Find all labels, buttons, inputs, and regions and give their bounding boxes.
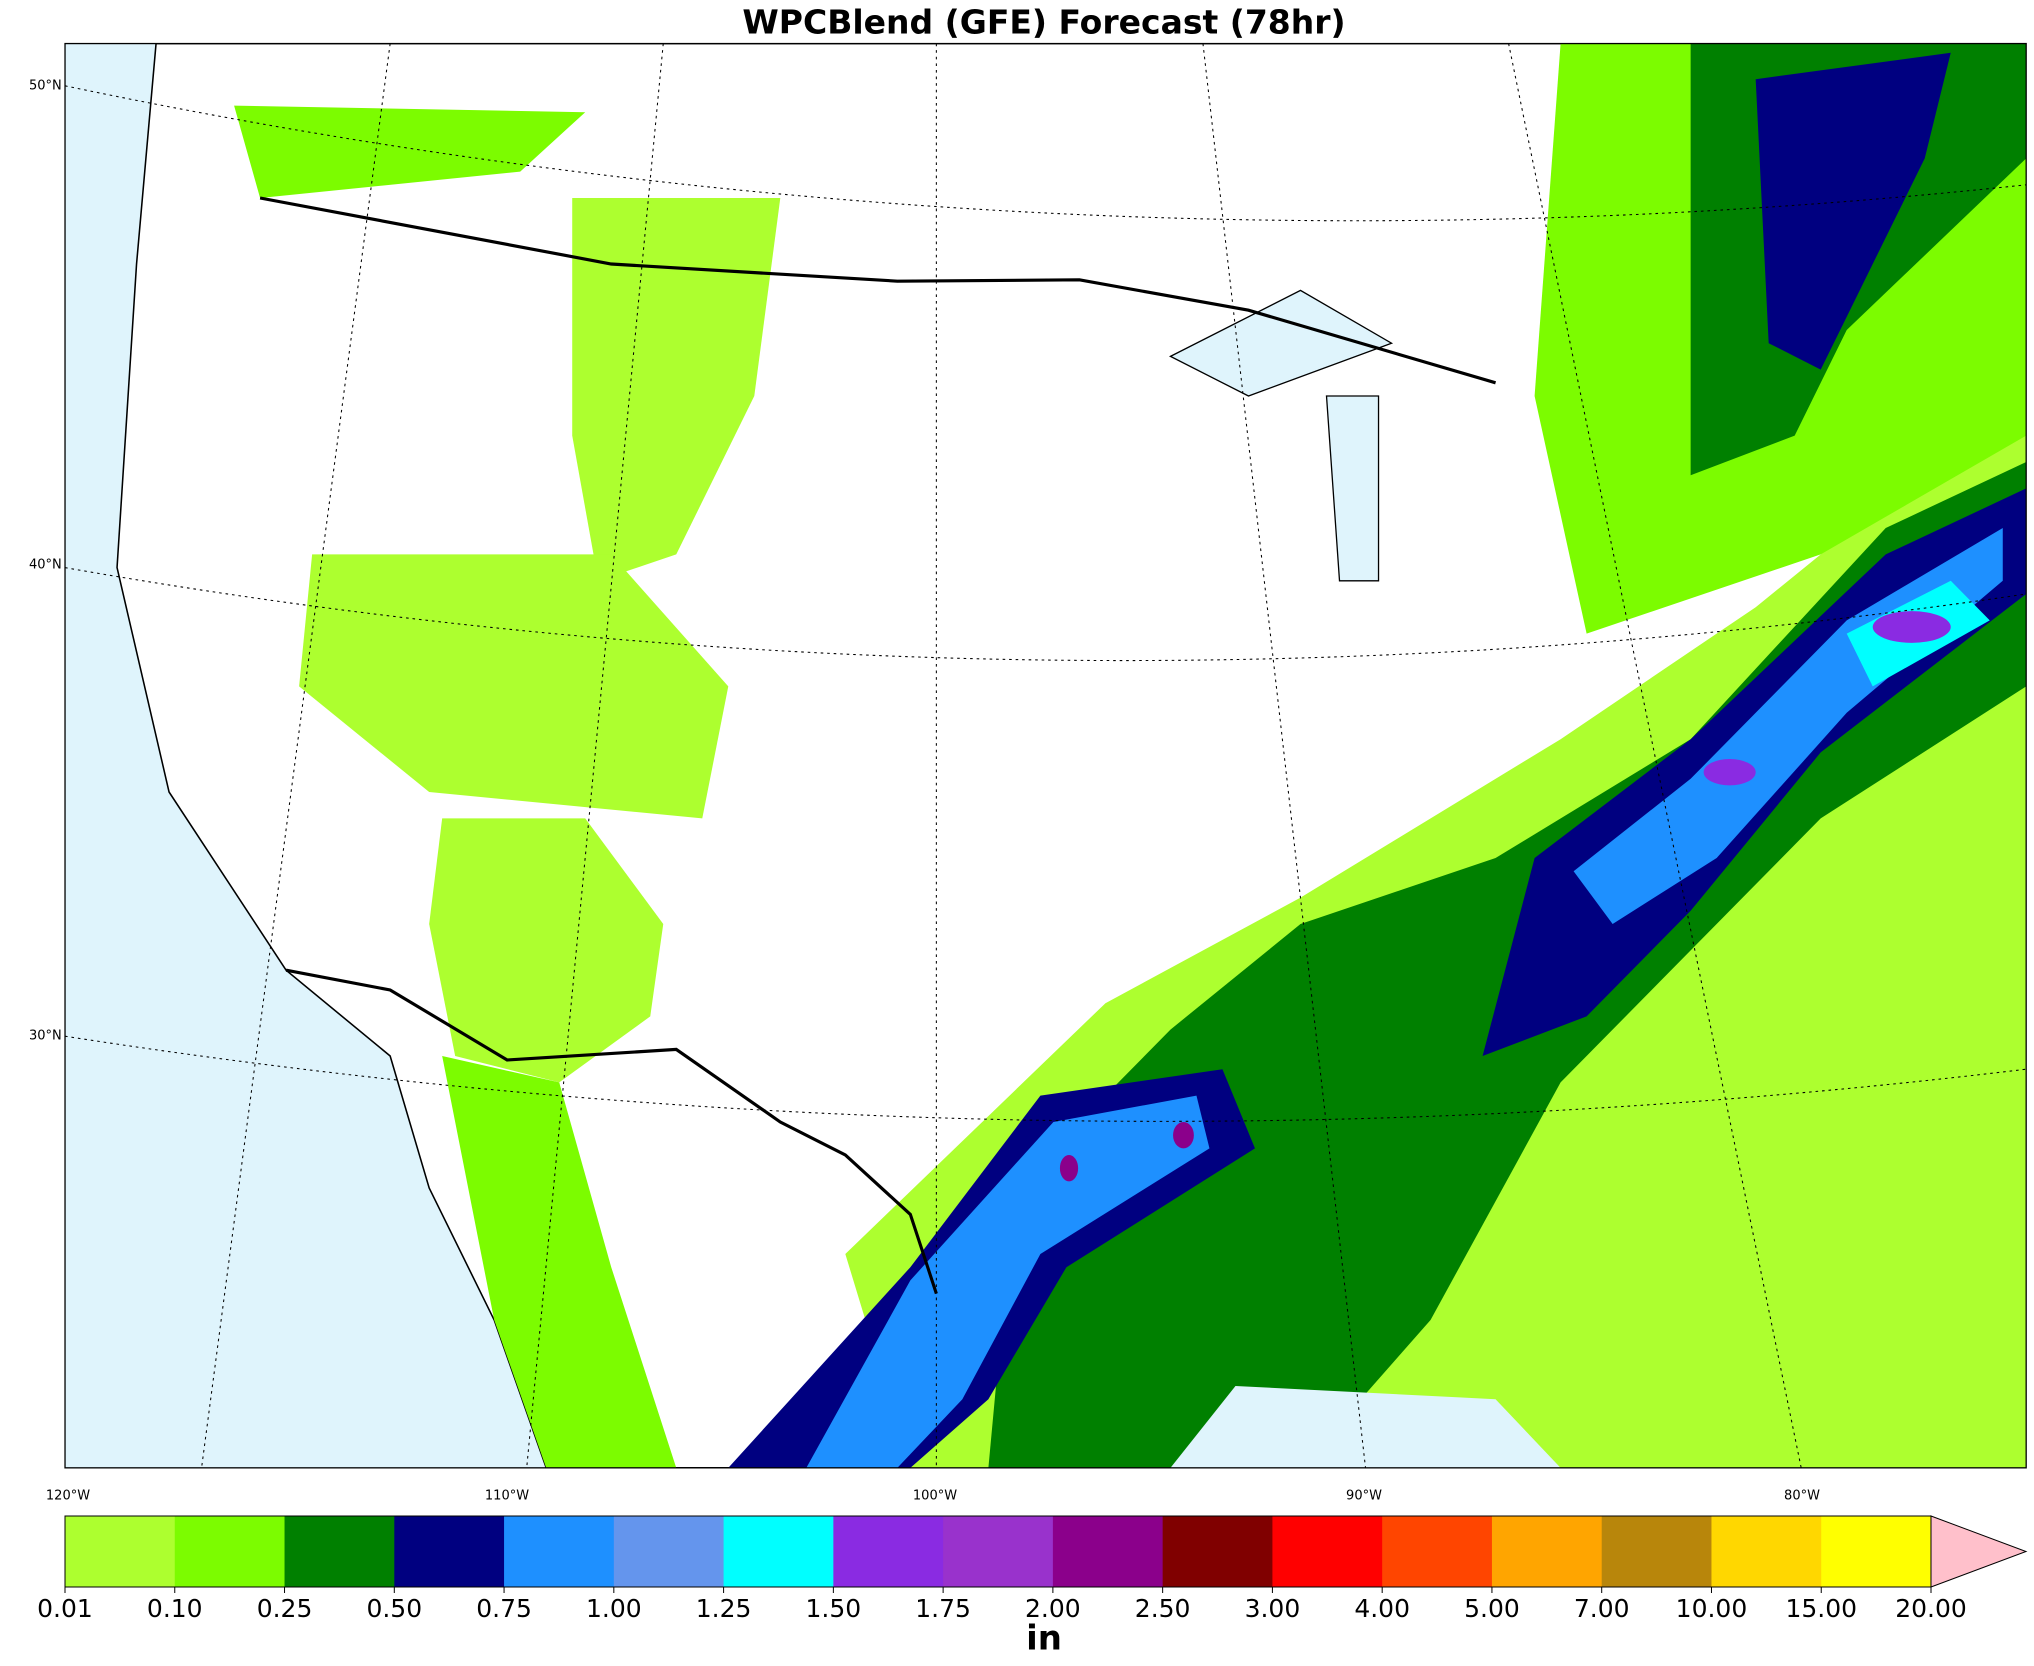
- border: [259, 196, 1497, 1295]
- colorbar-tick-label: 0.25: [257, 1594, 313, 1623]
- colorbar-tick-label: 0.75: [476, 1594, 532, 1623]
- colorbar-tick-label: 1.00: [586, 1594, 642, 1623]
- colorbar-segment: [394, 1516, 505, 1587]
- map-frame: [64, 42, 2027, 1469]
- precip-area: [1059, 1155, 1079, 1182]
- precip-area: [299, 554, 729, 819]
- precip-area: [572, 198, 781, 581]
- colorbar-tick-label: 15.00: [1785, 1594, 1857, 1623]
- water: [1170, 1386, 1561, 1468]
- colorbar-tick-label: 1.25: [696, 1594, 752, 1623]
- colorbar-segment: [174, 1516, 286, 1587]
- colorbar-tick-label: 5.00: [1464, 1594, 1520, 1623]
- colorbar-frame: [64, 1515, 1932, 1588]
- colorbar-tick-label: 1.50: [806, 1594, 862, 1623]
- colorbar-segment: [1272, 1516, 1383, 1587]
- colorbar-segment: [1162, 1516, 1273, 1587]
- lat-label: 30°N: [29, 1029, 62, 1044]
- colorbar-extension: [1930, 1515, 2028, 1588]
- colorbar-tick-label: 1.75: [915, 1594, 971, 1623]
- map: [64, 42, 2027, 1469]
- colorbar: 0.01 0.10 0.25 0.50 0.75 1.00 1.25 1.50 1.75 2.00…: [37, 1515, 2028, 1623]
- precip-area: [429, 818, 664, 1083]
- colorbar-segment: [943, 1516, 1054, 1587]
- lon-label: 100°W: [913, 1489, 957, 1504]
- colorbar-tick-label: 20.00: [1895, 1594, 1967, 1623]
- lon-label: 110°W: [485, 1489, 529, 1504]
- precip-area: [1755, 52, 1951, 370]
- lon-label: 80°W: [1784, 1489, 1820, 1504]
- colorbar-segment: [284, 1516, 395, 1587]
- colorbar-segment: [504, 1516, 615, 1587]
- colorbar-unit: in: [1026, 1619, 1062, 1659]
- precip-area: [1703, 759, 1756, 786]
- colorbar-segment: [1821, 1516, 1932, 1587]
- colorbar-tick-label: 2.00: [1025, 1594, 1081, 1623]
- colorbar-segment: [833, 1516, 944, 1587]
- colorbar-segment: [1052, 1516, 1164, 1587]
- colorbar-tick-label: 0.50: [366, 1594, 422, 1623]
- colorbar-segment: [1382, 1516, 1493, 1587]
- colorbar-tick-label: 2.50: [1135, 1594, 1191, 1623]
- lon-label: 90°W: [1346, 1489, 1382, 1504]
- precip-area: [442, 1056, 677, 1468]
- colorbar-tick-label: 3.00: [1245, 1594, 1301, 1623]
- colorbar-segment: [1711, 1516, 1822, 1587]
- colorbar-tick-label: 10.00: [1676, 1594, 1748, 1623]
- colorbar-segment: [65, 1516, 176, 1587]
- colorbar-segment: [1601, 1516, 1712, 1587]
- colorbar-segment: [1491, 1516, 1603, 1587]
- precip-area: [1173, 1122, 1194, 1149]
- precip-area: [1872, 611, 1951, 643]
- lat-label: 50°N: [29, 79, 62, 94]
- precip-area: [234, 105, 586, 199]
- colorbar-segment: [723, 1516, 834, 1587]
- graticule: [65, 43, 2027, 1468]
- lon-label: 120°W: [46, 1489, 90, 1504]
- colorbar-tick-label: 0.10: [147, 1594, 203, 1623]
- colorbar-tick-label: 4.00: [1354, 1594, 1410, 1623]
- colorbar-segment: [613, 1516, 725, 1587]
- colorbar-tick-label: 7.00: [1574, 1594, 1630, 1623]
- title: WPCBlend (GFE) Forecast (78hr): [742, 3, 1345, 42]
- lat-label: 40°N: [29, 558, 62, 573]
- precip-area: [806, 1095, 1210, 1468]
- colorbar-tick-label: 0.01: [37, 1594, 93, 1623]
